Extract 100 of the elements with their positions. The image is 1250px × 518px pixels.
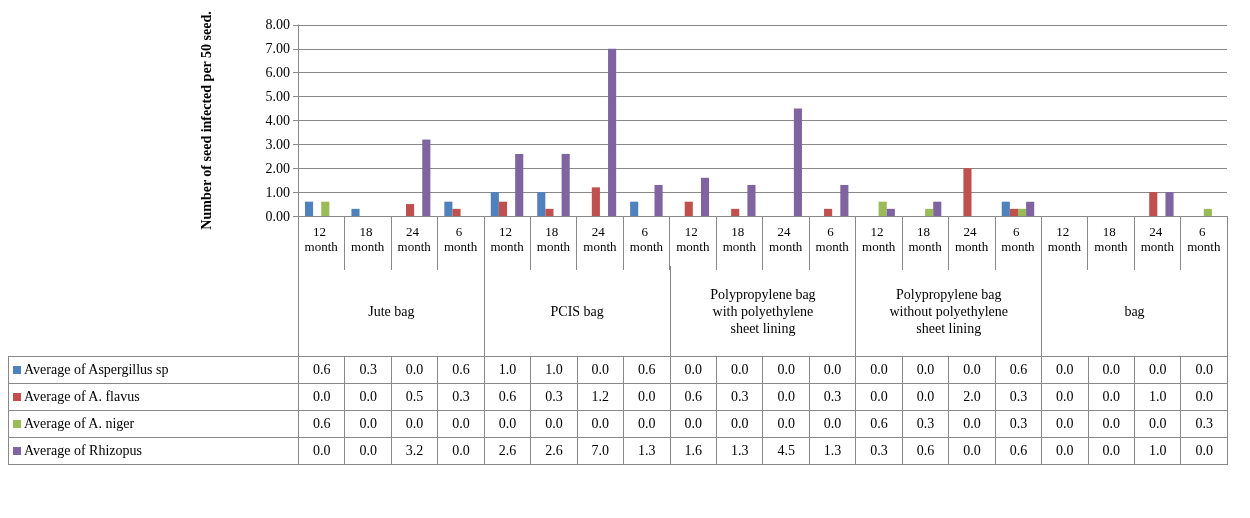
x-tick-label: 12 month <box>304 224 339 254</box>
bar <box>747 184 756 216</box>
data-label: 7.0 <box>577 437 624 465</box>
x-tick-label: 6 month <box>443 224 478 254</box>
text: Polypropylene bag without polyethylene sheet lining <box>855 266 1042 357</box>
data-label: 0.3 <box>855 437 903 465</box>
data-label: 0.0 <box>391 356 438 384</box>
data-label: 0.0 <box>855 383 903 411</box>
data-label: 0.0 <box>762 383 810 411</box>
data-label: 1.0 <box>530 356 578 384</box>
y-tick-label: 7.00 <box>265 41 290 57</box>
x-tick-label: 12 month <box>676 224 710 254</box>
bar <box>545 208 554 216</box>
data-label: 0.0 <box>670 410 717 438</box>
bar <box>824 208 833 216</box>
data-label: 4.5 <box>762 437 810 465</box>
data-label: 0.3 <box>995 410 1042 438</box>
data-label: 0.0 <box>1041 437 1089 465</box>
bar <box>561 153 570 216</box>
data-label: 0.0 <box>948 437 996 465</box>
data-label: 1.2 <box>577 383 624 411</box>
data-label: 0.0 <box>1041 356 1089 384</box>
bar <box>933 201 942 216</box>
bar <box>886 208 895 216</box>
data-label: 0.3 <box>1180 410 1228 438</box>
x-tick-label: 24 month <box>583 224 618 254</box>
data-label: 0.0 <box>716 356 763 384</box>
data-label: 0.3 <box>344 356 392 384</box>
data-label: 0.0 <box>902 356 949 384</box>
bar <box>452 208 461 216</box>
x-tick-label: 18 month <box>536 224 571 254</box>
data-label: 0.6 <box>995 437 1042 465</box>
data-label: 0.0 <box>1180 383 1228 411</box>
text: bag <box>1041 266 1228 357</box>
data-label: 0.0 <box>902 383 949 411</box>
data-label: 0.0 <box>577 410 624 438</box>
x-tick-label: 18 month <box>351 224 385 254</box>
x-tick-label: 6 month <box>629 224 664 254</box>
data-label: 0.0 <box>391 410 438 438</box>
bar <box>422 139 431 216</box>
data-label: 0.0 <box>1134 356 1181 384</box>
data-label: 1.0 <box>1134 383 1181 411</box>
y-tick-label: 3.00 <box>265 136 290 152</box>
x-tick-label: 12 month <box>862 224 896 254</box>
legend-label: Average of A. flavus <box>24 389 140 404</box>
bar <box>925 208 934 216</box>
bar <box>490 192 499 216</box>
data-label: 0.0 <box>298 437 345 465</box>
data-label: 0.0 <box>948 410 996 438</box>
data-label: 0.0 <box>530 410 578 438</box>
data-label: 2.0 <box>948 383 996 411</box>
data-label: 0.0 <box>762 356 810 384</box>
y-axis-title: Number of seed infected per 50 seed. <box>198 11 214 230</box>
bar <box>654 184 663 216</box>
x-tick-label: 18 month <box>908 224 943 254</box>
data-label: 1.0 <box>484 356 531 384</box>
text: PCIS bag <box>484 266 671 357</box>
x-tick-label: 24 month <box>954 224 989 254</box>
data-label: 0.0 <box>344 383 392 411</box>
data-label: 0.6 <box>623 356 671 384</box>
text: Jute bag <box>298 266 485 357</box>
data-label: 0.0 <box>1088 437 1135 465</box>
data-label: 0.3 <box>530 383 578 411</box>
bar <box>700 177 710 216</box>
data-label: 0.0 <box>623 383 671 411</box>
x-tick-label: 6 month <box>815 224 850 254</box>
bar <box>304 201 314 216</box>
x-tick-label: 24 month <box>397 224 432 254</box>
x-tick-label: 6 month <box>1001 224 1036 254</box>
data-label: 0.0 <box>809 356 856 384</box>
x-tick-label: 24 month <box>769 224 803 254</box>
legend-label: Average of Aspergillus sp <box>24 362 169 377</box>
data-label: 0.0 <box>1041 410 1089 438</box>
data-label: 0.0 <box>344 410 392 438</box>
data-label: 0.0 <box>1088 356 1135 384</box>
bar <box>321 201 330 216</box>
bar <box>840 184 849 216</box>
bar <box>591 187 600 216</box>
x-tick-label: 18 month <box>722 224 757 254</box>
data-label: 0.6 <box>855 410 903 438</box>
data-label: 0.0 <box>577 356 624 384</box>
y-tick-label: 2.00 <box>265 160 290 176</box>
y-tick-label: 0.00 <box>265 208 290 224</box>
bar <box>793 108 802 216</box>
bar <box>444 201 453 216</box>
x-tick-label: 6 month <box>1187 224 1221 254</box>
data-label: 1.3 <box>809 437 856 465</box>
bar <box>498 201 508 216</box>
x-tick-label: 12 month <box>490 224 525 254</box>
data-label: 0.0 <box>437 410 485 438</box>
data-label: 0.0 <box>809 410 856 438</box>
data-label: 0.0 <box>1088 410 1135 438</box>
bar <box>1017 208 1027 216</box>
data-label: 0.3 <box>437 383 485 411</box>
bar <box>731 208 740 216</box>
data-label: 2.6 <box>530 437 578 465</box>
data-label: 0.0 <box>1134 410 1181 438</box>
data-label: 0.6 <box>298 410 345 438</box>
bar <box>684 201 693 216</box>
data-label: 0.0 <box>437 437 485 465</box>
